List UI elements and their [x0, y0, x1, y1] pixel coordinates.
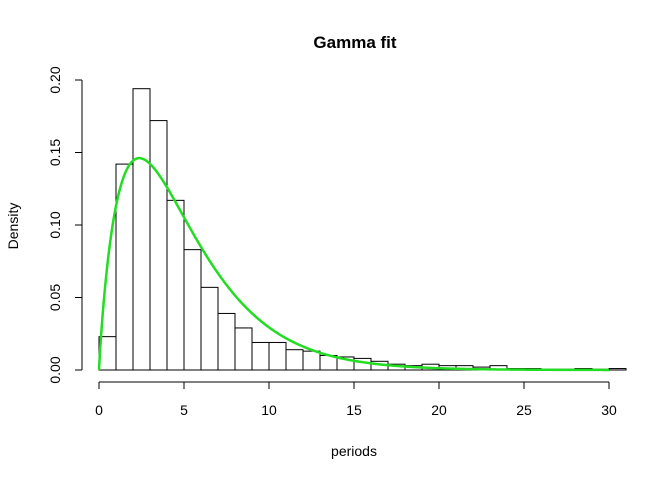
- x-tick-label-6: 30: [601, 402, 617, 418]
- y-tick-label-4: 0.20: [47, 66, 63, 93]
- histogram-bar-2: [132, 88, 151, 371]
- histogram-bar-11: [285, 349, 304, 371]
- histogram-bar-3: [149, 120, 168, 371]
- y-tick-label-2: 0.10: [47, 211, 63, 238]
- histogram-bar-8: [234, 327, 253, 371]
- histogram-bar-9: [251, 341, 270, 371]
- gamma-density-curve: [97, 156, 609, 372]
- chart-title: Gamma fit: [313, 33, 396, 52]
- y-axis-label: Density: [5, 203, 21, 250]
- histogram-bar-30: [608, 368, 627, 371]
- y-tick-label-3: 0.15: [47, 139, 63, 166]
- x-axis-label: periods: [331, 443, 377, 459]
- x-tick-label-2: 10: [261, 402, 277, 418]
- x-axis: 0 5 10 15 20 25 30: [95, 381, 617, 418]
- histogram-bar-12: [302, 350, 321, 371]
- histogram-bar-10: [268, 341, 287, 371]
- x-tick-label-0: 0: [95, 402, 103, 418]
- histogram-bar-5: [183, 249, 202, 371]
- x-tick-label-4: 20: [431, 402, 447, 418]
- y-tick-label-1: 0.05: [47, 284, 63, 311]
- histogram-bar-4: [166, 199, 185, 371]
- x-tick-label-3: 15: [346, 402, 362, 418]
- x-tick-label-1: 5: [180, 402, 188, 418]
- y-tick-label-0: 0.00: [47, 356, 63, 383]
- x-tick-label-5: 25: [516, 402, 532, 418]
- y-axis: 0.00 0.05 0.10 0.15 0.20: [47, 66, 83, 384]
- histogram-bar-6: [200, 286, 219, 371]
- histogram-bars: [98, 88, 627, 371]
- histogram-bar-7: [217, 312, 236, 371]
